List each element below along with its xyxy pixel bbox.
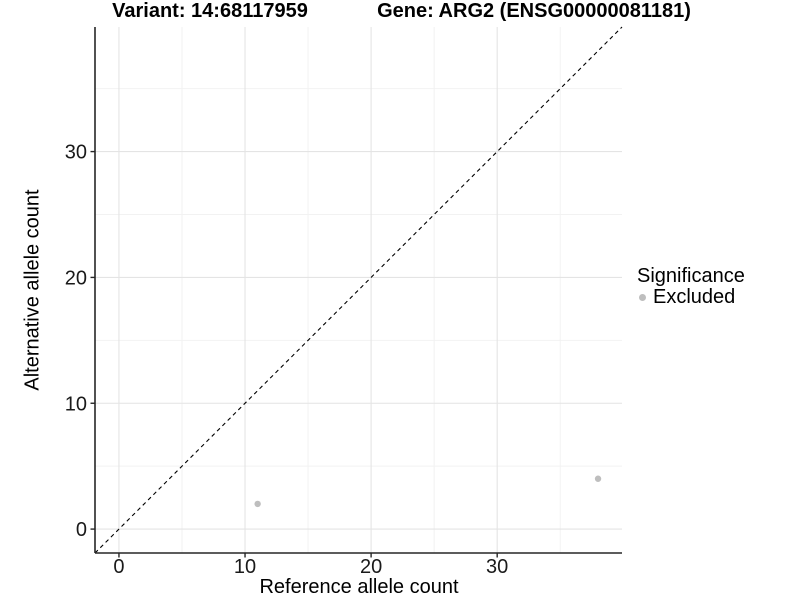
legend-item-label: Excluded: [653, 286, 736, 308]
y-tick-label: 20: [65, 267, 87, 289]
plot-title-variant: Variant: 14:68117959: [112, 0, 308, 22]
y-tick-label: 30: [65, 142, 87, 164]
legend-point-icon: [639, 294, 646, 301]
y-axis-label: Alternative allele count: [21, 189, 44, 391]
x-tick-label: 10: [234, 556, 256, 578]
plot-title-gene: Gene: ARG2 (ENSG00000081181): [377, 0, 691, 22]
x-tick-label: 30: [486, 556, 508, 578]
x-axis-label: Reference allele count: [259, 576, 459, 598]
legend: Significance Excluded: [637, 265, 745, 309]
y-tick-label: 10: [65, 393, 87, 415]
x-tick-label: 0: [113, 556, 124, 578]
x-tick-label: 20: [360, 556, 382, 578]
data-point: [254, 500, 261, 508]
identity-line: [94, 26, 623, 554]
legend-title: Significance: [637, 265, 745, 287]
legend-item-excluded: Excluded: [637, 286, 745, 308]
data-point: [594, 475, 602, 482]
y-tick-label: 0: [76, 519, 87, 541]
